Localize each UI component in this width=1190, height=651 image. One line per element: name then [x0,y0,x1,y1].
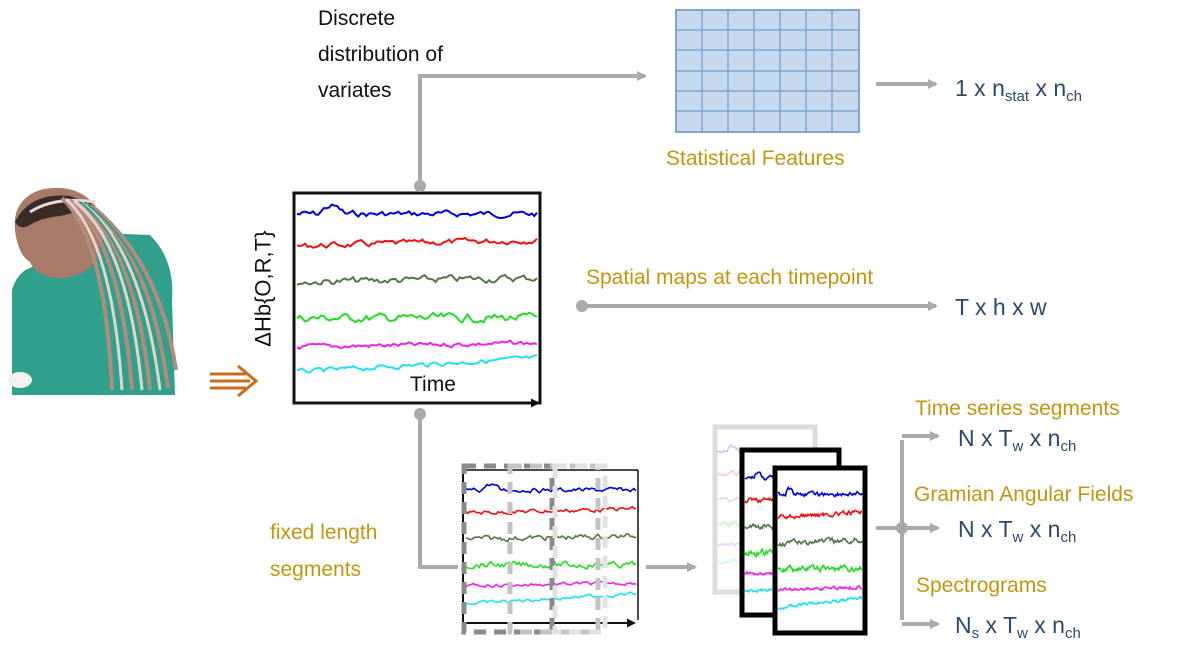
signal-trace [777,485,863,498]
spatial-maps-label: Spatial maps at each timepoint [586,266,874,289]
input-triple-arrow-icon [210,364,259,398]
signal-trace [777,584,863,592]
spectrograms-label: Spectrograms [916,574,1047,597]
signal-trace [465,483,637,494]
main-signal-chart [292,191,542,408]
signal-trace [296,273,538,286]
signal-trace [465,505,636,516]
person-illustration [8,187,178,395]
gaf-output-dims: N x Tw x nch [958,516,1077,546]
time-series-segments-label: Time series segments [915,397,1120,420]
signal-trace [777,595,863,611]
signal-trace [465,533,637,543]
signal-trace [777,563,863,575]
y-axis-label: ΔHb{O,R,T} [250,230,276,347]
fixed-length-label-line-1: fixed length [270,521,378,544]
discrete-label-line-2: distribution of [318,43,443,66]
signal-trace [296,339,538,351]
signal-trace [777,509,863,520]
spec-output-dims: Ns x Tw x nch [955,612,1081,642]
discrete-label-line-1: Discrete [318,7,396,30]
gramian-angular-fields-label: Gramian Angular Fields [914,483,1134,506]
fixed-length-label-line-2: segments [270,558,362,581]
statistical-features-label: Statistical Features [666,147,845,170]
ts-output-dims: N x Tw x nch [958,425,1077,455]
discrete-label-line-3: variates [318,79,392,102]
signal-trace [296,311,538,324]
signal-trace [777,536,863,548]
signal-trace [296,354,538,374]
segmented-signal-chart [461,463,639,635]
segment-stack [712,424,868,636]
signal-trace [296,203,538,219]
spatial-output-dims: T x h x w [955,294,1047,320]
stat-output-dims: 1 x nstat x nch [955,75,1082,105]
x-axis-label: Time [410,373,456,396]
statistical-features-grid [675,9,860,133]
signal-trace [296,236,538,249]
